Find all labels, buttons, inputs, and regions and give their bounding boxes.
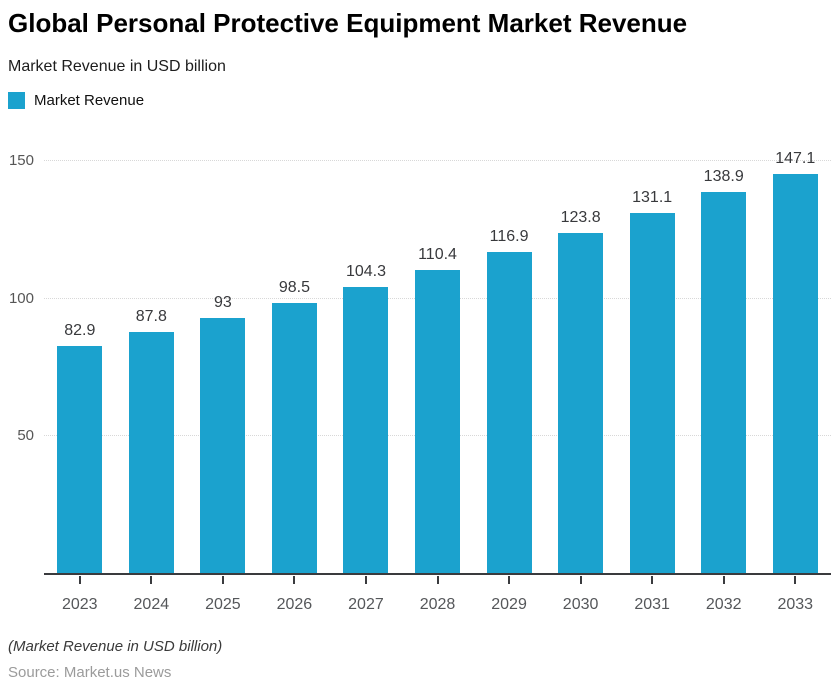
x-axis-label-2025: 2025 [205,596,241,613]
value-label-2029: 116.9 [489,228,529,246]
x-axis-tick-2029 [508,576,511,584]
legend-swatch-icon [8,92,25,109]
x-axis-tick-2026 [293,576,296,584]
x-axis-label-2028: 2028 [419,596,456,613]
chart-source: Source: Market.us News [8,664,172,681]
x-axis-label-2030: 2030 [562,596,599,613]
x-axis-tick-2027 [364,576,367,584]
x-axis-tick-2032 [722,576,725,584]
bar-2030[interactable] [558,233,604,574]
gridline-150 [44,160,831,162]
bar-2029[interactable] [486,252,532,574]
x-axis-label-2031: 2031 [634,596,670,613]
chart-title: Global Personal Protective Equipment Mar… [8,8,688,38]
bar-slot-2025: 93 2025 [187,150,259,613]
x-axis-tick-2031 [651,576,654,584]
bar-2025[interactable] [200,317,246,574]
bar-2031[interactable] [629,213,675,574]
value-label-2024: 87.8 [135,308,167,326]
chart-subtitle: Market Revenue in USD billion [8,58,226,75]
x-axis-tick-2030 [579,576,582,584]
x-axis-label-2033: 2033 [777,596,814,613]
bar-slot-2027: 104.3 2027 [330,150,402,613]
bar-2028[interactable] [415,270,460,574]
y-axis-label-50: 50 [17,427,34,445]
x-axis-label-2032: 2032 [705,596,742,613]
y-axis-label-100: 100 [8,289,34,307]
value-label-2031: 131.1 [632,189,673,207]
value-label-2027: 104.3 [345,262,386,280]
x-axis-tick-2028 [436,576,439,584]
plot-area: 50 100 150 82.9 2023 87.8 2024 93 2025 98.5 2026 10… [9,150,831,613]
x-axis-label-2023: 2023 [61,596,98,613]
value-label-2030: 123.8 [560,209,601,227]
bar-2026[interactable] [271,302,317,574]
x-axis-tick-2025 [221,576,224,584]
x-axis-label-2024: 2024 [133,596,170,613]
chart-footnote: (Market Revenue in USD billion) [8,638,223,655]
value-label-2025: 93 [213,293,232,311]
bar-slot-2029: 116.9 2029 [473,150,545,613]
bar-slot-2026: 98.5 2026 [259,150,331,613]
x-axis-tick-2033 [794,576,797,584]
x-axis-label-2027: 2027 [348,596,384,613]
bar-slot-2028: 110.4 2028 [402,150,474,613]
bar-slot-2032: 138.9 2032 [688,150,760,613]
legend-label: Market Revenue [34,92,145,109]
value-label-2023: 82.9 [64,321,96,339]
x-axis-label-2026: 2026 [276,596,313,613]
value-label-2033: 147.1 [775,150,816,167]
value-label-2028: 110.4 [418,246,457,264]
bar-slot-2030: 123.8 2030 [545,150,617,613]
bar-2032[interactable] [701,191,747,574]
y-axis-label-150: 150 [8,152,34,170]
x-axis-tick-2023 [78,576,81,584]
x-axis-line [44,573,831,575]
bar-2027[interactable] [343,286,389,574]
bar-2023[interactable] [57,345,103,574]
bar-slot-2031: 131.1 2031 [616,150,688,613]
bar-slot-2033: 147.1 2033 [759,150,831,613]
bar-series-market-revenue: 82.9 2023 87.8 2024 93 2025 98.5 2026 104.3 2027 1… [44,150,831,613]
bar-2033[interactable] [772,174,818,574]
bar-slot-2023: 82.9 2023 [44,150,116,613]
bar-slot-2024: 87.8 2024 [116,150,188,613]
value-label-2026: 98.5 [278,278,310,296]
value-label-2032: 138.9 [703,167,744,185]
x-axis-label-2029: 2029 [491,596,527,613]
x-axis-tick-2024 [150,576,153,584]
legend-item-market-revenue[interactable]: Market Revenue [8,92,144,109]
bar-2024[interactable] [128,332,174,574]
